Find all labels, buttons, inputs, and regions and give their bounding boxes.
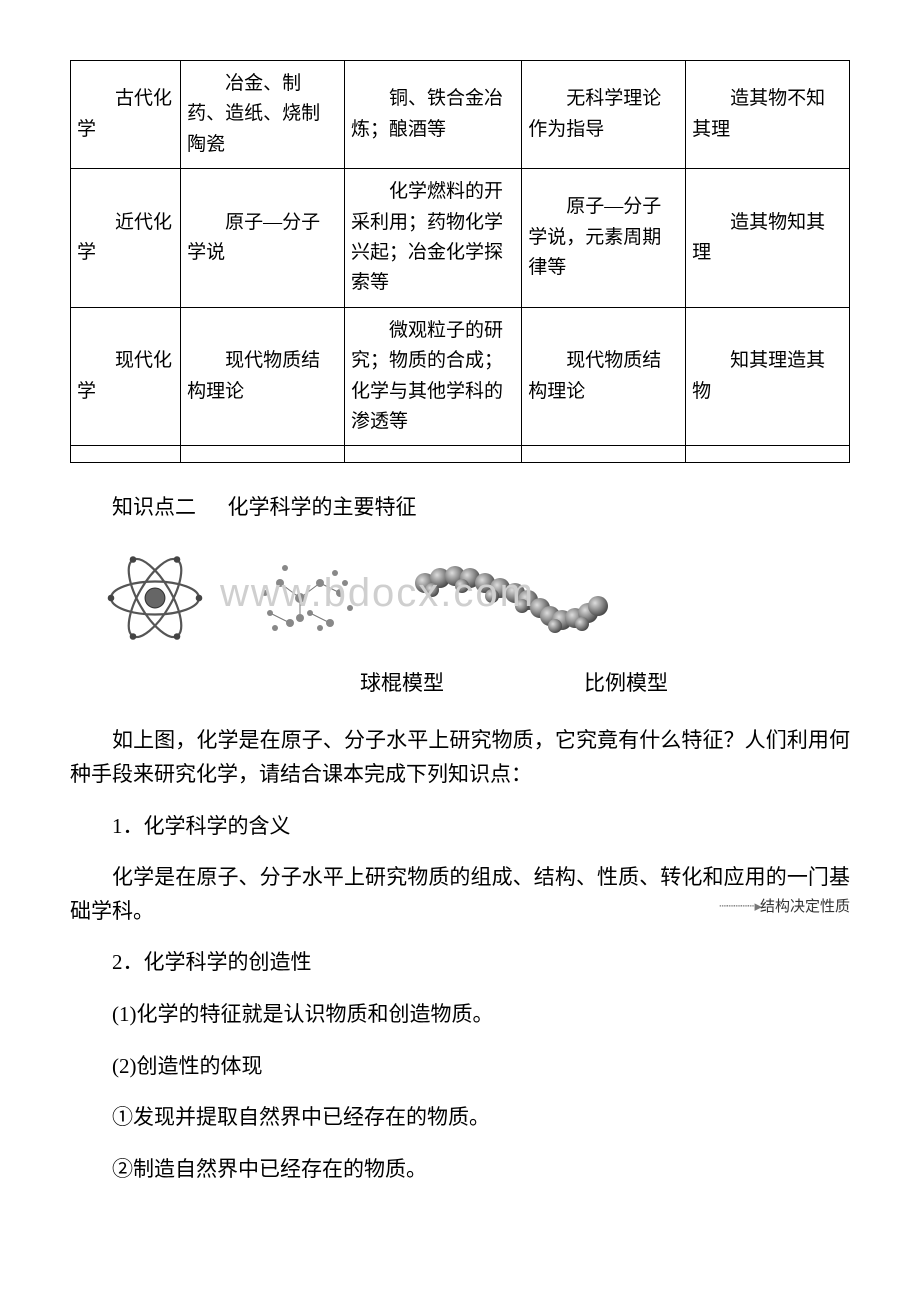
section-number: 知识点二 — [112, 495, 196, 519]
cell — [522, 446, 686, 463]
cell: 冶金、制药、造纸、烧制陶瓷 — [181, 61, 345, 169]
section-title: 知识点二 化学科学的主要特征 — [70, 491, 850, 525]
cell: 现代物质结构理论 — [522, 307, 686, 446]
cell — [181, 446, 345, 463]
table-row-empty — [71, 446, 850, 463]
scale-model-icon — [410, 558, 610, 638]
point-2-a: (1)化学的特征就是认识物质和创造物质。 — [70, 998, 850, 1032]
point-2-title: 2．化学科学的创造性 — [70, 946, 850, 980]
cell: 微观粒子的研究；物质的合成；化学与其他学科的渗透等 — [344, 307, 521, 446]
margin-annotation: ┈┈┈┈┈▸结构决定性质 — [719, 895, 850, 919]
chemistry-history-table: 古代化学 冶金、制药、造纸、烧制陶瓷 铜、铁合金冶炼；酿酒等 无科学理论作为指导… — [70, 60, 850, 463]
point-2-d: ②制造自然界中已经存在的物质。 — [70, 1153, 850, 1187]
cell-period: 古代化学 — [71, 61, 181, 169]
arrow-icon: ┈┈┈┈┈▸ — [719, 899, 760, 915]
point-1-title: 1．化学科学的含义 — [70, 810, 850, 844]
cell: 造其物知其理 — [686, 169, 850, 308]
cell: 化学燃料的开采利用；药物化学兴起；冶金化学探索等 — [344, 169, 521, 308]
cell: 原子—分子学说，元素周期律等 — [522, 169, 686, 308]
cell: 无科学理论作为指导 — [522, 61, 686, 169]
cell-period: 近代化学 — [71, 169, 181, 308]
table-row: 近代化学 原子—分子学说 化学燃料的开采利用；药物化学兴起；冶金化学探索等 原子… — [71, 169, 850, 308]
cell: 知其理造其物 — [686, 307, 850, 446]
ball-stick-label: 球棍模型 — [360, 667, 444, 701]
cell — [344, 446, 521, 463]
cell-period: 现代化学 — [71, 307, 181, 446]
point-2-b: (2)创造性的体现 — [70, 1050, 850, 1084]
atom-icon — [100, 543, 210, 653]
section-heading: 化学科学的主要特征 — [228, 495, 417, 519]
cell — [686, 446, 850, 463]
cell: 造其物不知其理 — [686, 61, 850, 169]
cell: 铜、铁合金冶炼；酿酒等 — [344, 61, 521, 169]
model-images-row: www.bdocx.com — [100, 543, 850, 653]
scale-model-label: 比例模型 — [584, 667, 668, 701]
cell: 原子—分子学说 — [181, 169, 345, 308]
point-2-c: ①发现并提取自然界中已经存在的物质。 — [70, 1101, 850, 1135]
cell — [71, 446, 181, 463]
table-row: 古代化学 冶金、制药、造纸、烧制陶瓷 铜、铁合金冶炼；酿酒等 无科学理论作为指导… — [71, 61, 850, 169]
cell: 现代物质结构理论 — [181, 307, 345, 446]
model-labels-row: 球棍模型 比例模型 — [70, 667, 850, 701]
annotation-text: 结构决定性质 — [760, 899, 850, 915]
table-row: 现代化学 现代物质结构理论 微观粒子的研究；物质的合成；化学与其他学科的渗透等 … — [71, 307, 850, 446]
ball-stick-model-icon — [250, 553, 370, 643]
intro-paragraph: 如上图，化学是在原子、分子水平上研究物质，它究竟有什么特征？人们利用何种手段来研… — [70, 724, 850, 791]
definition-block: 化学是在原子、分子水平上研究物质的组成、结构、性质、转化和应用的一门基础学科。 … — [70, 861, 850, 928]
